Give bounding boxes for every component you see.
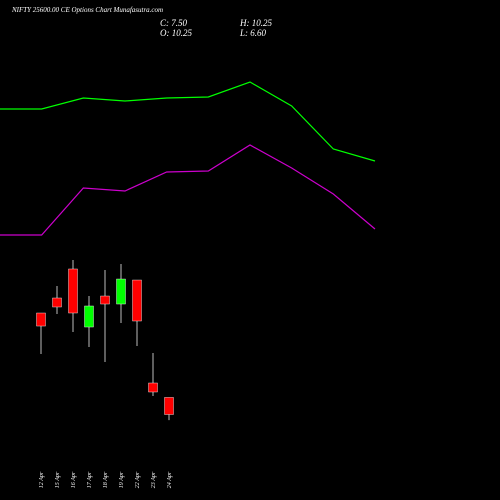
x-tick-label: 15 Apr (55, 471, 61, 488)
x-tick-label: 18 Apr (103, 471, 109, 488)
x-tick-label: 19 Apr (119, 471, 125, 488)
candle-body (68, 268, 78, 314)
stat-open: O: 10.25 (160, 28, 192, 38)
candle-body (84, 305, 94, 328)
stat-high: H: 10.25 (239, 18, 272, 28)
x-tick-label: 22 Apr (135, 471, 141, 488)
x-tick-label: 16 Apr (71, 471, 77, 488)
candle-body (36, 312, 46, 327)
x-tick-label: 23 Apr (151, 471, 157, 488)
candle-body (116, 278, 126, 305)
chart-title: NIFTY 25600.00 CE Options Chart Munafasu… (11, 6, 163, 14)
candle-body (148, 382, 158, 393)
x-tick-label: 17 Apr (87, 471, 93, 488)
stat-close: C: 7.50 (160, 18, 188, 28)
candle-body (100, 295, 110, 305)
candle-body (132, 279, 142, 322)
candle-body (52, 297, 62, 308)
indicator-line (0, 81, 376, 162)
x-tick-label: 24 Apr (166, 471, 173, 488)
indicator-line (0, 144, 376, 236)
x-tick-label: 12 Apr (39, 471, 45, 488)
stat-low: L: 6.60 (239, 28, 267, 38)
candle-body (164, 397, 174, 415)
